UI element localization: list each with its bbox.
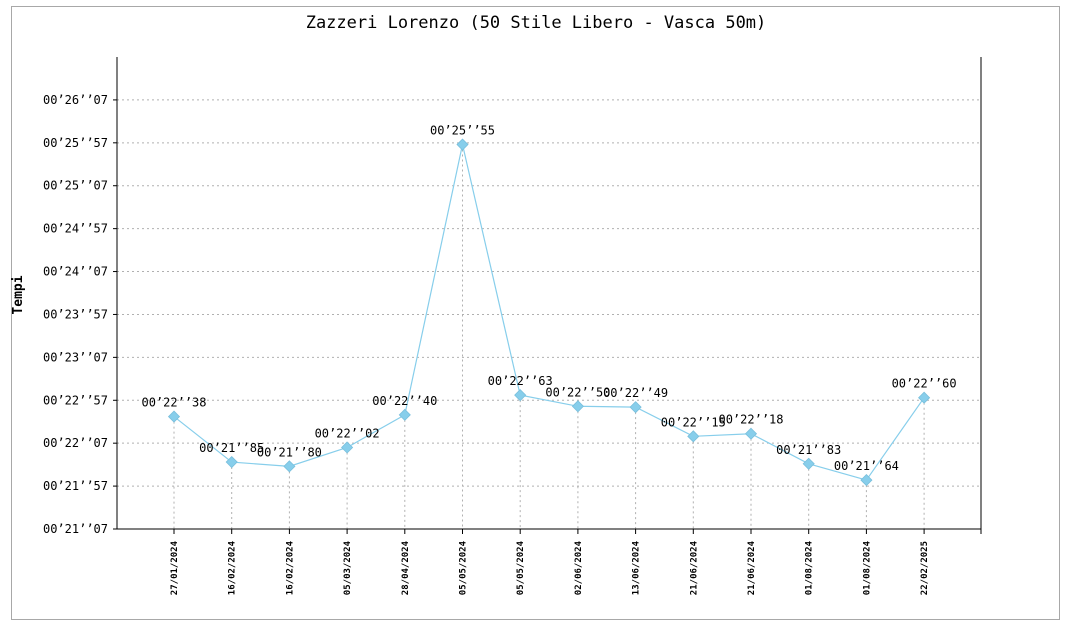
x-tick-label: 16/02/2024: [285, 540, 295, 595]
data-label: 00’22’’18: [718, 413, 783, 427]
series-polyline: [173, 144, 925, 481]
y-tick-label: 00’23’’57: [43, 307, 108, 321]
x-tick-label: 16/02/2024: [228, 540, 238, 595]
y-tick-label: 00’22’’57: [43, 393, 108, 407]
data-label: 00’22’’50: [545, 385, 610, 399]
data-point: [629, 401, 642, 414]
x-tick-label: 05/05/2024: [459, 540, 469, 595]
y-tick-label: 00’21’’57: [43, 479, 108, 493]
data-label: 00’22’’02: [315, 426, 380, 440]
y-tick-label: 00’22’’07: [43, 436, 108, 450]
axes: [113, 57, 982, 534]
series-line: [173, 144, 925, 481]
y-tick-label: 00’24’’07: [43, 265, 108, 279]
data-point: [514, 389, 527, 402]
y-tick-label: 00’21’’07: [43, 522, 108, 536]
data-label: 00’22’’15: [661, 415, 726, 429]
data-point: [744, 427, 758, 440]
data-point: [283, 460, 296, 473]
data-label: 00’21’’85: [199, 441, 264, 455]
data-label: 00’21’’80: [257, 445, 322, 459]
x-tick-label: 21/06/2024: [689, 540, 699, 595]
data-point: [802, 457, 815, 470]
data-point: [398, 408, 411, 421]
x-tick-label: 01/08/2024: [862, 540, 872, 595]
y-tick-label: 00’23’’07: [43, 350, 108, 364]
x-tick-label: 01/08/2024: [805, 540, 815, 595]
data-point: [860, 474, 873, 487]
data-point: [687, 430, 700, 443]
y-tick-label: 00’24’’57: [43, 222, 108, 236]
data-point: [571, 400, 584, 413]
y-tick-label: 00’25’’57: [43, 136, 108, 150]
data-label: 00’21’’64: [834, 459, 899, 473]
x-tick-label: 28/04/2024: [401, 540, 411, 595]
data-point: [167, 410, 181, 423]
y-tick-label: 00’25’’07: [43, 179, 108, 193]
x-tick-labels: 27/01/2024 16/02/2024 16/02/2024 05/03/2024…: [170, 540, 930, 595]
data-label: 00’21’’83: [776, 443, 841, 457]
data-point: [341, 441, 354, 454]
data-point: [456, 138, 469, 151]
x-tick-label: 13/06/2024: [632, 540, 642, 595]
data-label: 00’22’’38: [141, 396, 206, 410]
x-tick-label: 05/05/2024: [516, 540, 526, 595]
data-label: 00’22’’60: [892, 377, 957, 391]
x-tick-label: 21/06/2024: [747, 540, 757, 595]
data-label: 00’22’’49: [603, 386, 668, 400]
grid-lines: [117, 99, 981, 529]
chart-title: Zazzeri Lorenzo (50 Stile Libero - Vasca…: [306, 13, 767, 33]
x-tick-label: 27/01/2024: [170, 540, 180, 595]
data-label: 00’22’’63: [488, 374, 553, 388]
data-markers: [167, 138, 931, 487]
data-label: 00’25’’55: [430, 124, 495, 138]
y-tick-labels: 00’21’’07 00’21’’57 00’22’’07 00’22’’57 00’2…: [43, 93, 108, 536]
x-tick-label: 22/02/2025: [920, 541, 930, 595]
data-point: [225, 455, 238, 469]
data-point: [918, 391, 931, 404]
data-label: 00’22’’40: [372, 394, 437, 408]
x-tick-label: 02/06/2024: [574, 540, 584, 595]
x-tick-label: 05/03/2024: [343, 540, 353, 595]
chart-frame: [11, 6, 1060, 620]
y-axis-label: Tempi: [11, 275, 26, 314]
y-tick-label: 00’26’’07: [43, 93, 108, 107]
